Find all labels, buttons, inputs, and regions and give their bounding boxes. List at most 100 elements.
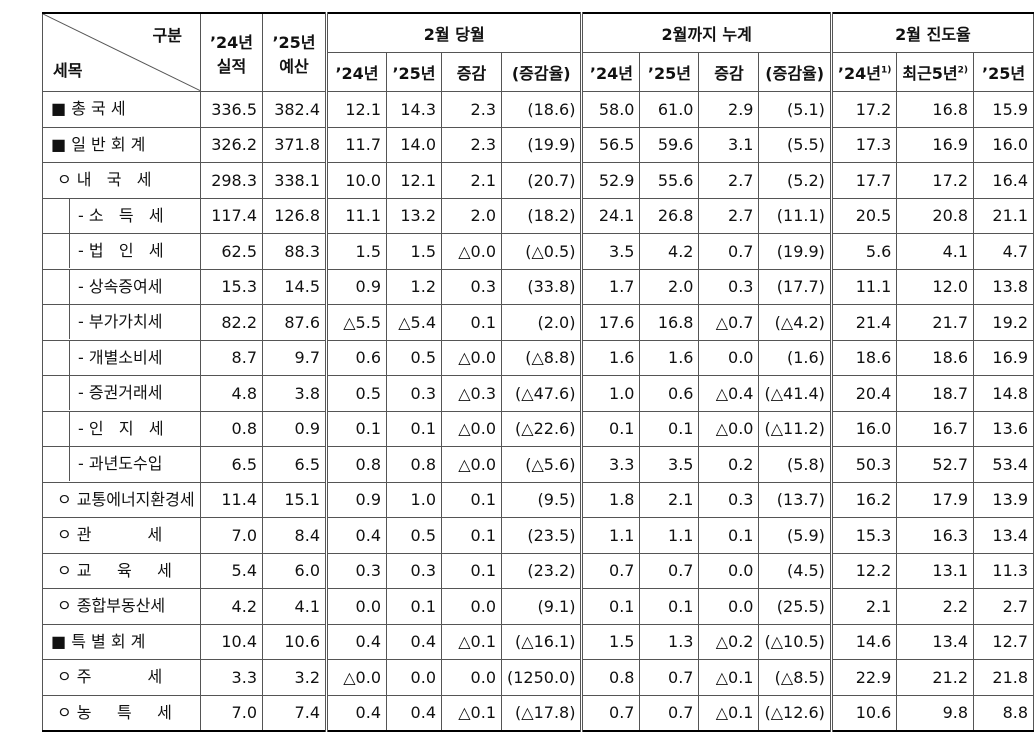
row-label: - 상속증여세 (42, 268, 201, 305)
value-cell: 9.8 (896, 694, 975, 732)
table-row: - 개별소비세 8.7 9.7 0.6 0.5 △0.0 (△8.8) 1.6 1.6 0.0 (1… (42, 339, 1035, 376)
value-cell: 338.1 (262, 162, 327, 199)
value-cell: 17.2 (896, 162, 975, 199)
row-label: - 개별소비세 (42, 339, 201, 376)
value-cell: 2.1 (441, 162, 502, 199)
value-cell: 5.6 (829, 233, 898, 270)
value-cell: △0.0 (325, 659, 387, 696)
value-cell: 0.1 (441, 304, 502, 341)
value-cell: (5.8) (758, 446, 832, 483)
value-cell: 20.5 (829, 197, 898, 234)
diagonal (43, 14, 201, 91)
value-cell: 0.0 (441, 588, 502, 625)
value-cell: 1.1 (639, 517, 700, 554)
value-cell: 2.7 (698, 162, 760, 199)
table-row: - 법 인 세 62.5 88.3 1.5 1.5 △0.0 (△0.5) 3.5 4.2 0.7… (42, 233, 1035, 270)
column-header: ’25년 예산 (262, 12, 327, 92)
value-cell: 1.1 (580, 517, 641, 554)
value-cell: 0.7 (639, 552, 700, 589)
value-cell: △5.5 (325, 304, 387, 341)
value-cell: 0.1 (441, 517, 502, 554)
value-cell: 6.5 (262, 446, 327, 483)
value-cell: 2.1 (639, 481, 700, 518)
group-header: 2월 당월 (324, 12, 583, 53)
row-label: - 증권거래세 (42, 375, 201, 412)
value-cell: 0.3 (386, 375, 442, 412)
value-cell: 13.8 (973, 268, 1035, 305)
value-cell: 16.2 (829, 481, 898, 518)
value-cell: 14.5 (262, 268, 327, 305)
value-cell: 13.1 (896, 552, 975, 589)
value-cell: △0.0 (441, 339, 502, 376)
value-cell: 0.1 (386, 588, 442, 625)
value-cell: 0.4 (386, 694, 442, 732)
value-cell: △5.4 (386, 304, 442, 341)
value-cell: 21.4 (829, 304, 898, 341)
row-label-text: - 과년도수입 (69, 447, 200, 482)
value-cell: 2.7 (973, 588, 1035, 625)
value-cell: (20.7) (500, 162, 583, 199)
header-line: ’24년 (209, 32, 254, 52)
value-cell: △0.3 (441, 375, 502, 412)
value-cell: (△5.6) (500, 446, 583, 483)
table-row: ㅇ 교통에너지환경세 11.4 15.1 0.9 1.0 0.1 (9.5) 1.8 2.1 0.… (42, 481, 1035, 518)
row-label: - 인 지 세 (42, 410, 201, 447)
header-row: 구분 세목 ’24년 실적 ’25년 예산 2월 당월 2월까지 누계 2월 진도율 (42, 12, 1035, 92)
value-cell: 18.7 (896, 375, 975, 412)
value-cell: △0.2 (698, 623, 760, 660)
value-cell: 3.1 (698, 126, 760, 163)
value-cell: 10.6 (829, 694, 898, 732)
value-cell: 16.0 (829, 410, 898, 447)
value-cell: (5.5) (758, 126, 832, 163)
value-cell: 0.4 (325, 694, 387, 732)
value-cell: 8.4 (262, 517, 327, 554)
value-cell: 0.2 (698, 446, 760, 483)
value-cell: 2.3 (441, 126, 502, 163)
value-cell: 4.1 (896, 233, 975, 270)
value-cell: 2.3 (441, 91, 502, 128)
value-cell: (△41.4) (758, 375, 832, 412)
value-cell: 3.8 (262, 375, 327, 412)
tax-table: 구분 세목 ’24년 실적 ’25년 예산 2월 당월 2월까지 누계 2월 진도율 ’24… (42, 12, 1035, 732)
value-cell: (△8.8) (500, 339, 583, 376)
value-cell: 0.5 (325, 375, 387, 412)
sub-header-text: ’24년 (837, 64, 881, 83)
value-cell: 0.7 (639, 659, 700, 696)
value-cell: 53.4 (973, 446, 1035, 483)
value-cell: 371.8 (262, 126, 327, 163)
value-cell: (△16.1) (500, 623, 583, 660)
value-cell: 21.1 (973, 197, 1035, 234)
value-cell: 21.8 (973, 659, 1035, 696)
value-cell: 0.9 (325, 268, 387, 305)
value-cell: 18.6 (829, 339, 898, 376)
value-cell: 382.4 (262, 91, 327, 128)
value-cell: (25.5) (758, 588, 832, 625)
value-cell: 12.0 (896, 268, 975, 305)
footnote-mark: 2) (957, 65, 969, 76)
value-cell: (△17.8) (500, 694, 583, 732)
value-cell: 2.9 (698, 91, 760, 128)
row-label-text: - 인 지 세 (69, 411, 200, 446)
row-label-text: - 상속증여세 (69, 269, 200, 304)
sub-header: (증감율) (758, 52, 832, 92)
value-cell: 2.1 (829, 588, 898, 625)
row-label-text: - 부가가치세 (69, 305, 200, 340)
value-cell: 0.5 (386, 339, 442, 376)
value-cell: 50.3 (829, 446, 898, 483)
value-cell: 17.2 (829, 91, 898, 128)
row-label-text: ■ 총 국 세 (51, 99, 126, 119)
value-cell: 13.4 (896, 623, 975, 660)
sub-header-text: (증감율) (511, 64, 571, 83)
row-label: ㅇ 교통에너지환경세 (42, 481, 201, 518)
value-cell: 15.9 (973, 91, 1035, 128)
table-row: - 부가가치세 82.2 87.6 △5.5 △5.4 0.1 (2.0) 17.6 16.8 △… (42, 304, 1035, 341)
value-cell: 0.1 (639, 410, 700, 447)
table-row: ㅇ 관 세 7.0 8.4 0.4 0.5 0.1 (23.5) 1.1 1.1 0.1 (5.9)… (42, 517, 1035, 554)
sub-header: 증감 (698, 52, 760, 92)
value-cell: 7.4 (262, 694, 327, 732)
value-cell: 0.0 (386, 659, 442, 696)
corner-top: 구분 (152, 26, 182, 45)
value-cell: (1250.0) (500, 659, 583, 696)
value-cell: 24.1 (580, 197, 641, 234)
value-cell: 126.8 (262, 197, 327, 234)
